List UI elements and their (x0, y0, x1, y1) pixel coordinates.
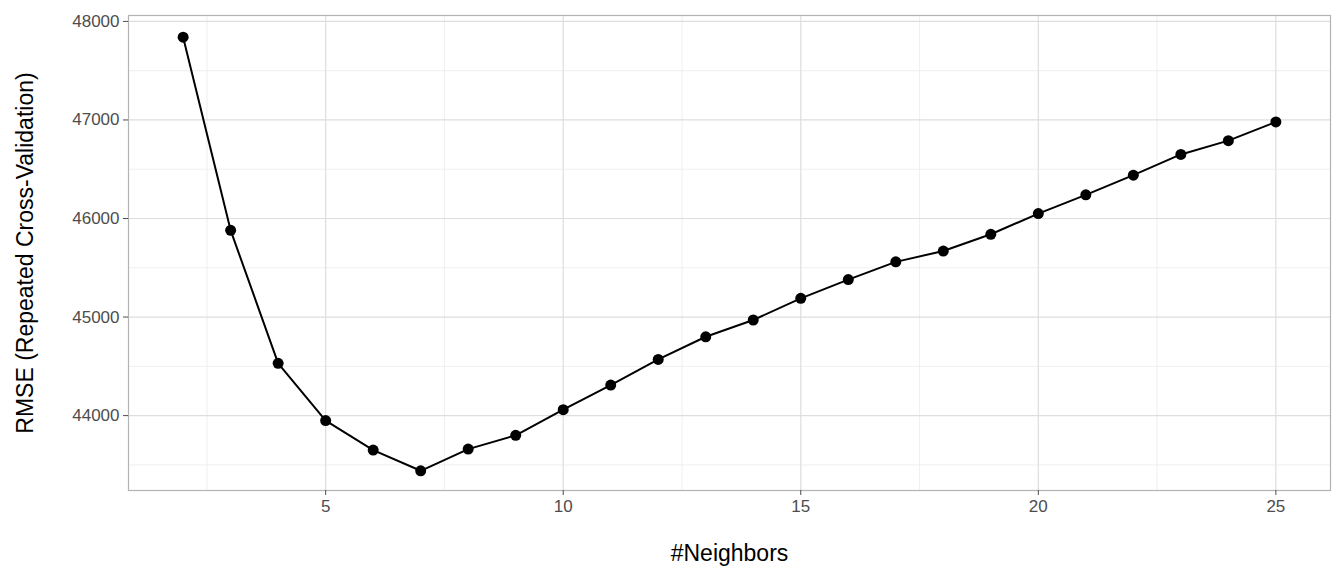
svg-text:10: 10 (554, 497, 573, 516)
svg-text:44000: 44000 (72, 406, 119, 425)
svg-text:#Neighbors: #Neighbors (671, 540, 789, 566)
svg-text:RMSE (Repeated Cross-Validatio: RMSE (Repeated Cross-Validation) (12, 72, 38, 433)
svg-text:47000: 47000 (72, 110, 119, 129)
svg-text:46000: 46000 (72, 209, 119, 228)
svg-text:48000: 48000 (72, 12, 119, 31)
svg-text:15: 15 (791, 497, 810, 516)
svg-text:45000: 45000 (72, 307, 119, 326)
svg-text:5: 5 (321, 497, 330, 516)
svg-text:20: 20 (1029, 497, 1048, 516)
svg-text:25: 25 (1266, 497, 1285, 516)
